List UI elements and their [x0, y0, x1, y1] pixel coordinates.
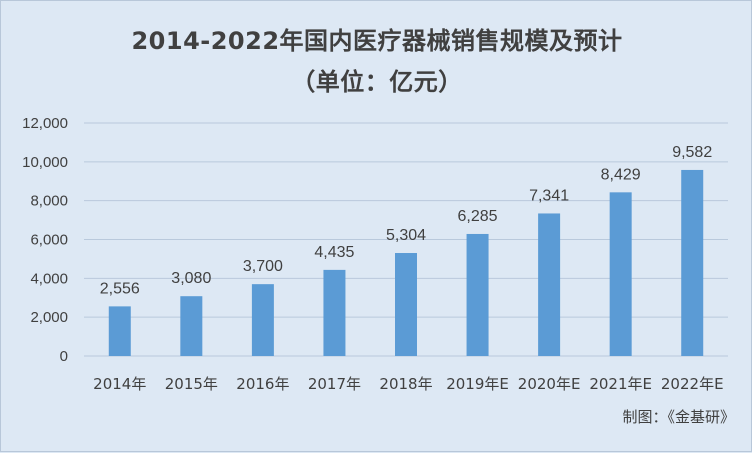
data-label: 5,304 [386, 227, 426, 244]
x-tick-label: 2022年E [661, 375, 724, 393]
y-tick-label: 10,000 [22, 154, 68, 171]
bar [538, 213, 561, 356]
y-tick-label: 12,000 [22, 115, 68, 132]
x-tick-label: 2015年 [165, 375, 218, 393]
y-tick-label: 4,000 [30, 270, 68, 287]
data-label: 8,429 [601, 166, 641, 183]
y-tick-label: 2,000 [30, 309, 68, 326]
bar [466, 233, 489, 356]
data-label: 3,700 [243, 258, 283, 275]
x-tick-label: 2018年 [379, 375, 432, 393]
bar [251, 284, 274, 356]
bar [395, 253, 417, 356]
data-label: 7,341 [529, 187, 569, 204]
x-tick-label: 2020年E [518, 375, 581, 393]
data-label: 4,435 [314, 244, 354, 261]
chart-title: 2014-2022年国内医疗器械销售规模及预计 [131, 27, 623, 55]
bar [681, 169, 704, 356]
y-tick-label: 8,000 [30, 193, 68, 210]
source-note: 制图：《金基研》 [622, 408, 735, 426]
data-label: 2,556 [100, 280, 140, 297]
y-tick-label: 6,000 [30, 232, 68, 249]
bar [180, 296, 203, 356]
bar [323, 269, 346, 356]
x-tick-label: 2014年 [93, 375, 146, 393]
x-tick-label: 2019年E [446, 375, 509, 393]
chart-subtitle: （单位：亿元） [291, 68, 463, 96]
data-label: 3,080 [171, 270, 211, 287]
data-label: 6,285 [458, 208, 498, 225]
x-tick-label: 2021年E [589, 375, 652, 393]
data-label: 9,582 [672, 144, 712, 161]
bar [609, 192, 632, 356]
x-tick-label: 2017年 [308, 375, 361, 393]
x-tick-label: 2016年 [236, 375, 289, 393]
bar [108, 306, 131, 356]
y-tick-label: 0 [60, 348, 68, 365]
